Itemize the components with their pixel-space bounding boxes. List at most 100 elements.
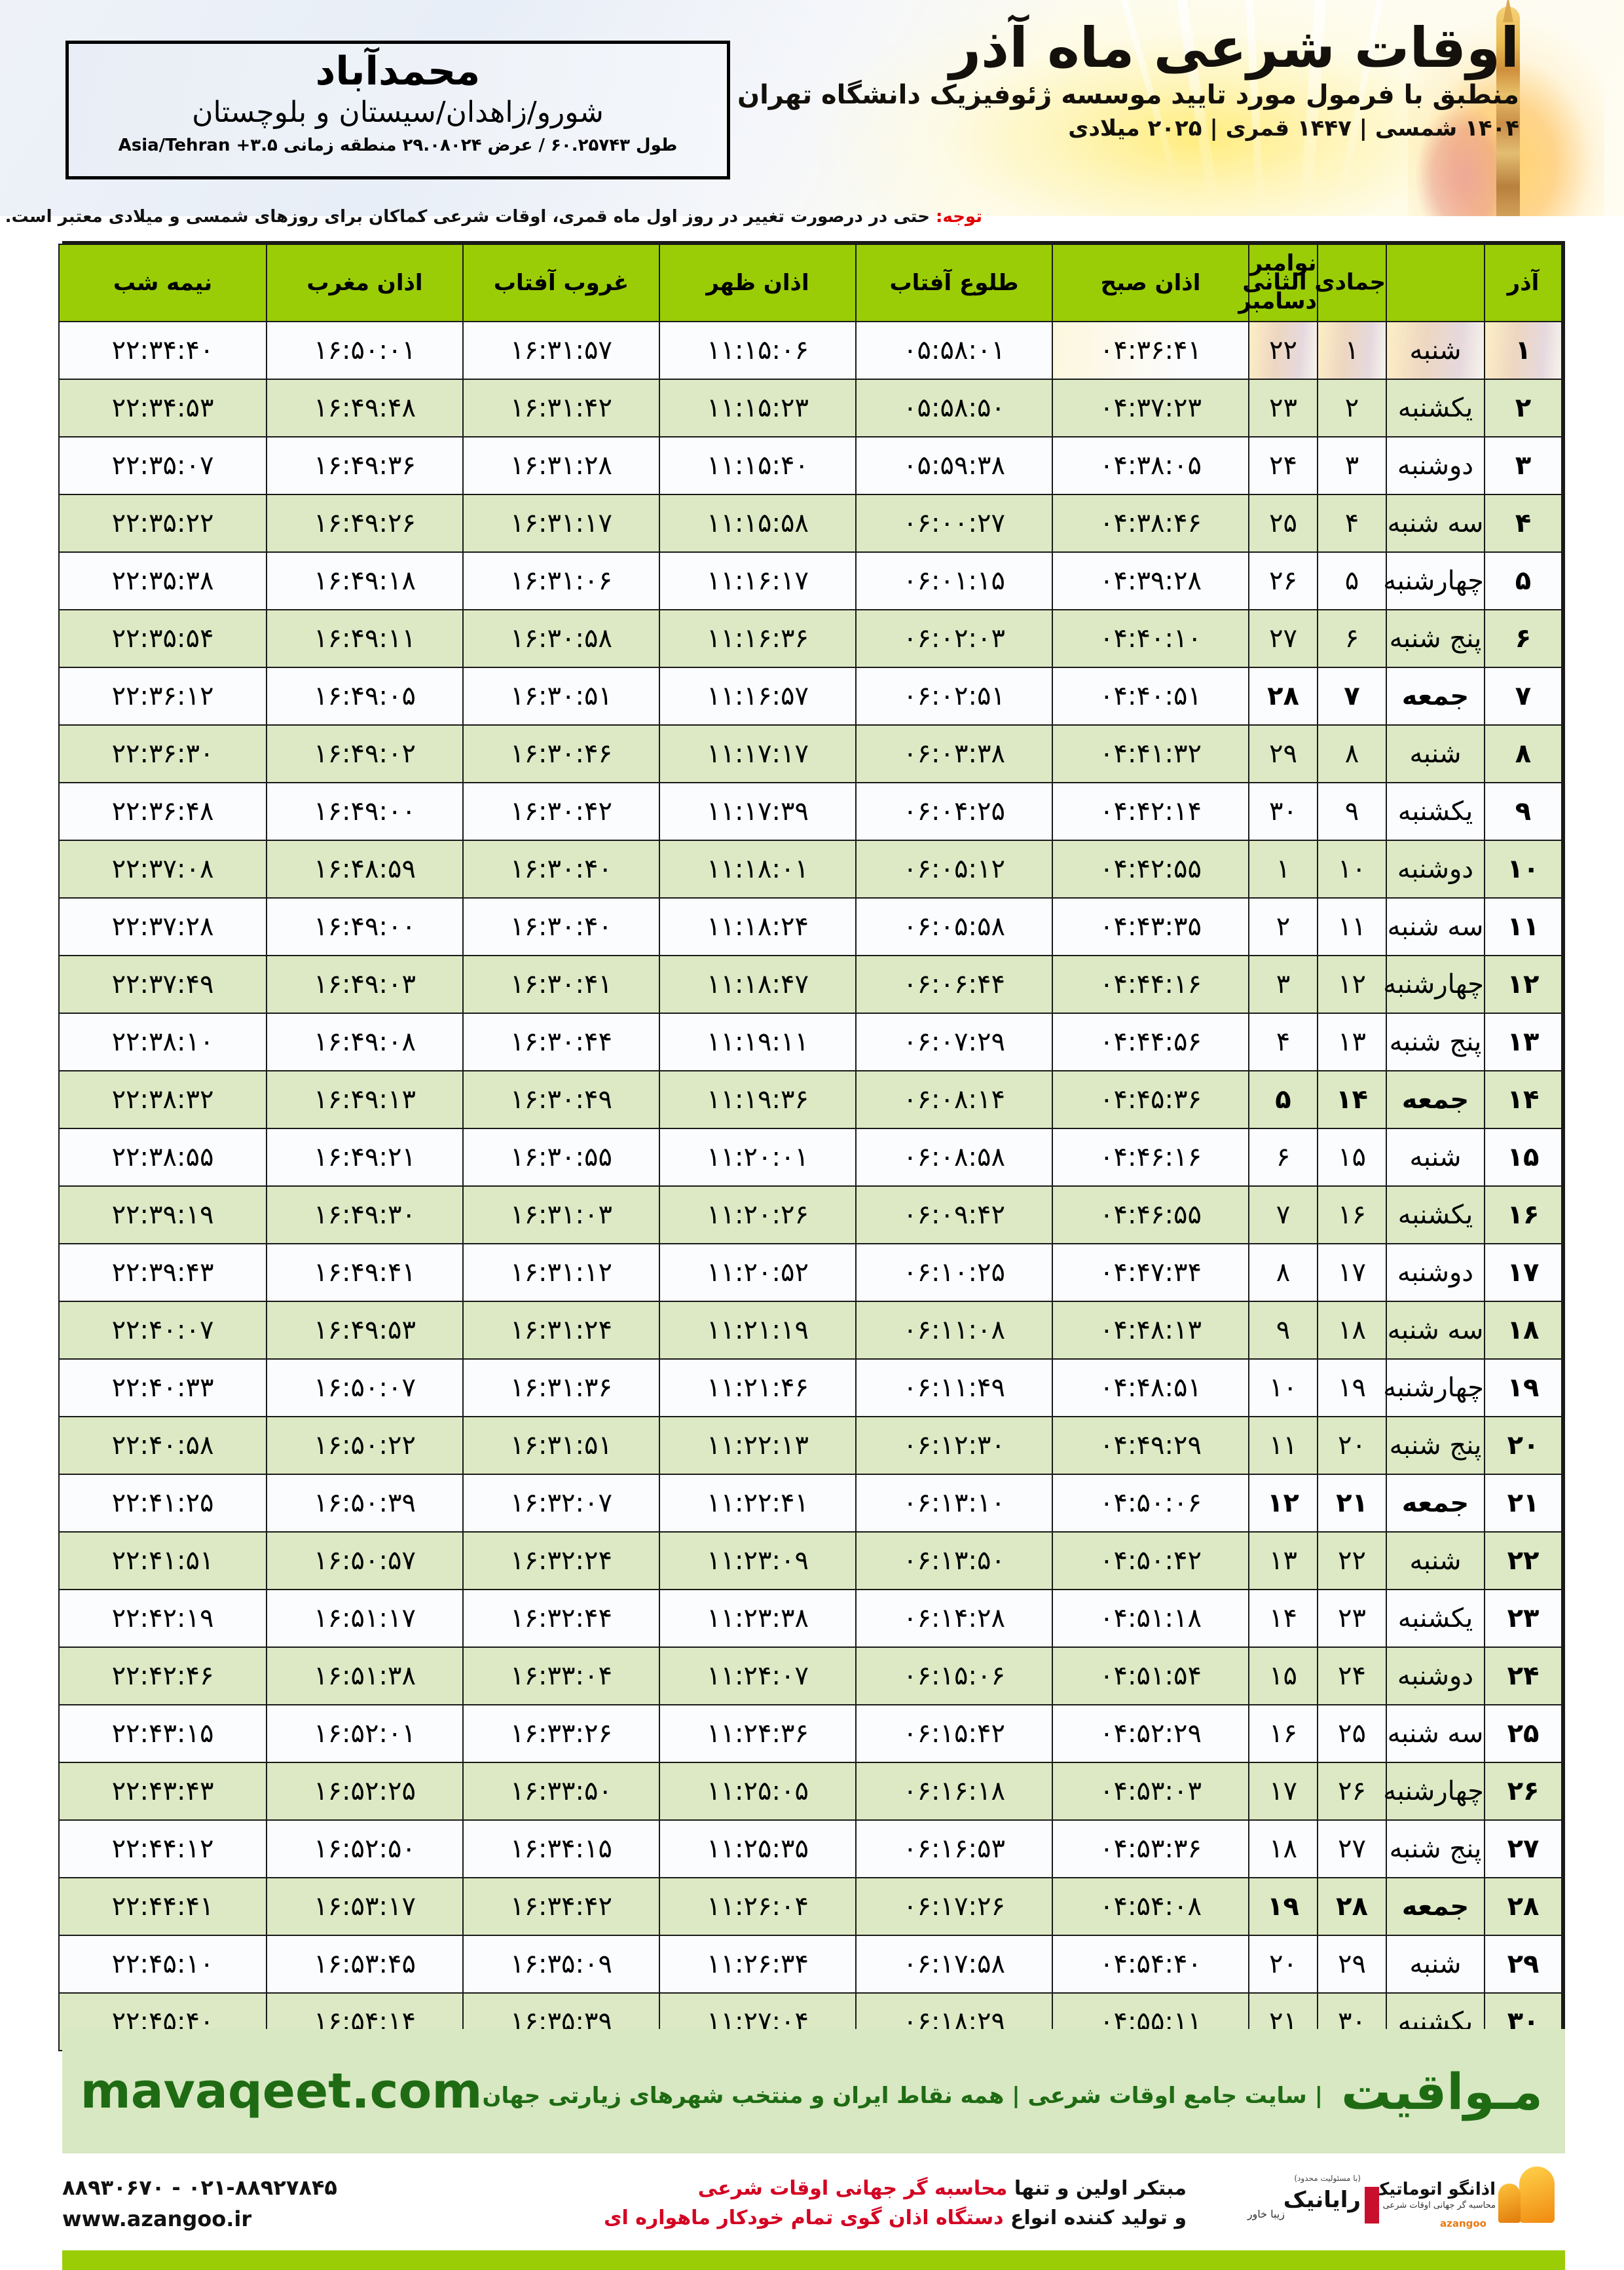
table-row: ۵ چهارشنبه ۵ ۲۶ ۰۴:۳۹:۲۸ ۰۶:۰۱:۱۵ ۱۱:۱۶:۱۷ ۱۶:۳… xyxy=(58,551,1562,610)
cell-dhuhr: ۱۱:۱۸:۴۷ xyxy=(659,954,857,1014)
cell-maghrib: ۱۶:۴۹:۰۰ xyxy=(266,781,464,841)
cell-hijri-day: ۷ xyxy=(1317,666,1387,726)
cell-azar-day: ۲۳ xyxy=(1484,1588,1562,1648)
cell-dhuhr: ۱۱:۱۸:۲۴ xyxy=(659,897,857,956)
cell-azar-day: ۵ xyxy=(1484,551,1562,610)
cell-midnight: ۲۲:۴۳:۱۵ xyxy=(58,1703,267,1763)
cell-azar-day: ۱۳ xyxy=(1484,1012,1562,1071)
location-box: محمدآباد شورو/زاهدان/سیستان و بلوچستان ط… xyxy=(65,41,730,179)
cell-sunrise: ۰۶:۰۵:۱۲ xyxy=(855,839,1053,899)
table-row: ۱۴ جمعه ۱۴ ۵ ۰۴:۴۵:۳۶ ۰۶:۰۸:۱۴ ۱۱:۱۹:۳۶ ۱۶:۳۰:۴… xyxy=(58,1070,1562,1129)
cell-gregorian-day: ۱۷ xyxy=(1248,1761,1318,1821)
location-name: محمدآباد xyxy=(315,48,481,94)
cell-hijri-day: ۲۷ xyxy=(1317,1819,1387,1878)
cell-fajr: ۰۴:۴۰:۱۰ xyxy=(1052,608,1249,668)
azangoo-dome-small-icon xyxy=(1498,2184,1521,2223)
cell-fajr: ۰۴:۵۱:۱۸ xyxy=(1052,1588,1249,1648)
cell-hijri-day: ۴ xyxy=(1317,493,1387,553)
cell-sunset: ۱۶:۳۰:۴۹ xyxy=(462,1070,660,1129)
cell-maghrib: ۱۶:۵۳:۱۷ xyxy=(266,1876,464,1936)
cell-dhuhr: ۱۱:۱۵:۴۰ xyxy=(659,436,857,495)
cell-weekday: دوشنبه xyxy=(1386,436,1485,495)
cell-maghrib: ۱۶:۴۹:۰۵ xyxy=(266,666,464,726)
cell-maghrib: ۱۶:۴۹:۲۶ xyxy=(266,493,464,553)
cell-hijri-day: ۱۵ xyxy=(1317,1127,1387,1187)
cell-weekday: سه شنبه xyxy=(1386,1300,1485,1360)
table-row: ۱۶ یکشنبه ۱۶ ۷ ۰۴:۴۶:۵۵ ۰۶:۰۹:۴۲ ۱۱:۲۰:۲۶ ۱۶:۳۱… xyxy=(58,1185,1562,1244)
cell-fajr: ۰۴:۵۴:۰۸ xyxy=(1052,1876,1249,1936)
cell-hijri-day: ۲۵ xyxy=(1317,1703,1387,1763)
cell-sunset: ۱۶:۳۵:۰۹ xyxy=(462,1934,660,1994)
cell-fajr: ۰۴:۵۰:۴۲ xyxy=(1052,1531,1249,1590)
note-text: حتی در درصورت تغییر در روز اول ماه قمری،… xyxy=(5,207,930,227)
cell-maghrib: ۱۶:۴۹:۰۸ xyxy=(266,1012,464,1071)
cell-weekday: چهارشنبه xyxy=(1383,954,1485,1014)
table-row: ۷ جمعه ۷ ۲۸ ۰۴:۴۰:۵۱ ۰۶:۰۲:۵۱ ۱۱:۱۶:۵۷ ۱۶:۳۰:۵۱… xyxy=(58,666,1562,726)
cell-maghrib: ۱۶:۴۹:۱۱ xyxy=(266,608,464,668)
cell-dhuhr: ۱۱:۲۳:۰۹ xyxy=(659,1531,857,1590)
cell-fajr: ۰۴:۴۰:۵۱ xyxy=(1052,666,1249,726)
cell-sunrise: ۰۶:۱۰:۲۵ xyxy=(855,1242,1053,1302)
table-row: ۲۱ جمعه ۲۱ ۱۲ ۰۴:۵۰:۰۶ ۰۶:۱۳:۱۰ ۱۱:۲۲:۴۱ ۱۶:۳۲:… xyxy=(58,1473,1562,1533)
cell-fajr: ۰۴:۴۴:۵۶ xyxy=(1052,1012,1249,1071)
cell-fajr: ۰۴:۳۷:۲۳ xyxy=(1052,378,1249,437)
cell-sunrise: ۰۶:۱۷:۵۸ xyxy=(855,1934,1053,1994)
cell-hijri-day: ۱۲ xyxy=(1317,954,1387,1014)
banner-text-block: اوقات شرعی ماه آذر منطبق با فرمول مورد ت… xyxy=(737,17,1520,141)
cell-sunset: ۱۶:۳۰:۵۸ xyxy=(462,608,660,668)
cell-fajr: ۰۴:۳۶:۴۱ xyxy=(1052,320,1249,380)
cell-dhuhr: ۱۱:۲۰:۵۲ xyxy=(659,1242,857,1302)
col-header-gregorian-bottom: دسامبر xyxy=(1238,288,1317,314)
cell-azar-day: ۶ xyxy=(1484,608,1562,668)
cell-gregorian-day: ۱۴ xyxy=(1248,1588,1318,1648)
cell-gregorian-day: ۲۶ xyxy=(1248,551,1318,610)
cell-midnight: ۲۲:۳۵:۲۲ xyxy=(58,493,267,553)
footer-website[interactable]: www.azangoo.ir xyxy=(62,2206,252,2231)
cell-midnight: ۲۲:۳۹:۴۳ xyxy=(58,1242,267,1302)
cell-dhuhr: ۱۱:۲۴:۰۷ xyxy=(659,1646,857,1705)
rayaneek-logo-note: (با مسئولیت محدود) xyxy=(1294,2174,1361,2183)
cell-dhuhr: ۱۱:۲۶:۳۴ xyxy=(659,1934,857,1994)
banner-subtitle: منطبق با فرمول مورد تایید موسسه ژئوفیزیک… xyxy=(737,80,1519,111)
cell-gregorian-day: ۴ xyxy=(1248,1012,1318,1071)
cell-dhuhr: ۱۱:۱۵:۰۶ xyxy=(659,320,857,380)
cell-fajr: ۰۴:۵۱:۵۴ xyxy=(1052,1646,1249,1705)
table-row: ۲۳ یکشنبه ۲۳ ۱۴ ۰۴:۵۱:۱۸ ۰۶:۱۴:۲۸ ۱۱:۲۳:۳۸ ۱۶:۳… xyxy=(58,1588,1562,1648)
cell-maghrib: ۱۶:۴۹:۱۸ xyxy=(266,551,464,610)
cell-midnight: ۲۲:۳۸:۳۲ xyxy=(58,1070,267,1129)
cell-azar-day: ۲۲ xyxy=(1484,1531,1562,1590)
page-banner: اوقات شرعی ماه آذر منطبق با فرمول مورد ت… xyxy=(0,0,1624,216)
cell-maghrib: ۱۶:۵۲:۵۰ xyxy=(266,1819,464,1878)
cell-hijri-day: ۲۱ xyxy=(1317,1473,1387,1533)
cell-hijri-day: ۱ xyxy=(1317,320,1387,380)
cell-midnight: ۲۲:۳۵:۵۴ xyxy=(58,608,267,668)
azangoo-dome-icon xyxy=(1519,2167,1555,2223)
cell-midnight: ۲۲:۴۲:۴۶ xyxy=(58,1646,267,1705)
cell-gregorian-day: ۹ xyxy=(1248,1300,1318,1360)
cell-gregorian-day: ۶ xyxy=(1248,1127,1318,1187)
azangoo-logo-brand: azangoo xyxy=(1439,2218,1486,2229)
cell-midnight: ۲۲:۴۵:۱۰ xyxy=(58,1934,267,1994)
cell-weekday: سه شنبه xyxy=(1386,493,1485,553)
cell-sunrise: ۰۶:۰۳:۳۸ xyxy=(855,724,1053,783)
cell-midnight: ۲۲:۳۹:۱۹ xyxy=(58,1185,267,1244)
cell-gregorian-day: ۱۵ xyxy=(1248,1646,1318,1705)
table-row: ۱۹ چهارشنبه ۱۹ ۱۰ ۰۴:۴۸:۵۱ ۰۶:۱۱:۴۹ ۱۱:۲۱:۴۶ ۱۶… xyxy=(58,1358,1562,1417)
cell-midnight: ۲۲:۴۰:۰۷ xyxy=(58,1300,267,1360)
footer-site-url[interactable]: mavaqeet.com xyxy=(80,2063,483,2119)
cell-gregorian-day: ۱۲ xyxy=(1248,1473,1318,1533)
cell-maghrib: ۱۶:۵۱:۱۷ xyxy=(266,1588,464,1648)
cell-hijri-day: ۱۰ xyxy=(1317,839,1387,899)
note-line: توجه: حتی در درصورت تغییر در روز اول ماه… xyxy=(5,207,982,227)
footer-phone: ۰۲۱-۸۸۹۲۷۸۴۵ - ۸۸۹۳۰۶۷۰ xyxy=(62,2175,337,2200)
cell-dhuhr: ۱۱:۱۵:۵۸ xyxy=(659,493,857,553)
cell-maghrib: ۱۶:۵۰:۲۲ xyxy=(266,1415,464,1475)
cell-dhuhr: ۱۱:۲۶:۰۴ xyxy=(659,1876,857,1936)
cell-maghrib: ۱۶:۴۹:۴۱ xyxy=(266,1242,464,1302)
cell-gregorian-day: ۱۳ xyxy=(1248,1531,1318,1590)
cell-maghrib: ۱۶:۴۹:۴۸ xyxy=(266,378,464,437)
cell-sunrise: ۰۶:۱۴:۲۸ xyxy=(855,1588,1053,1648)
cell-fajr: ۰۴:۴۵:۳۶ xyxy=(1052,1070,1249,1129)
footer-brand-bar: مـواقیت | سایت جامع اوقات شرعی | همه نقا… xyxy=(62,2029,1565,2153)
cell-maghrib: ۱۶:۴۹:۰۰ xyxy=(266,897,464,956)
